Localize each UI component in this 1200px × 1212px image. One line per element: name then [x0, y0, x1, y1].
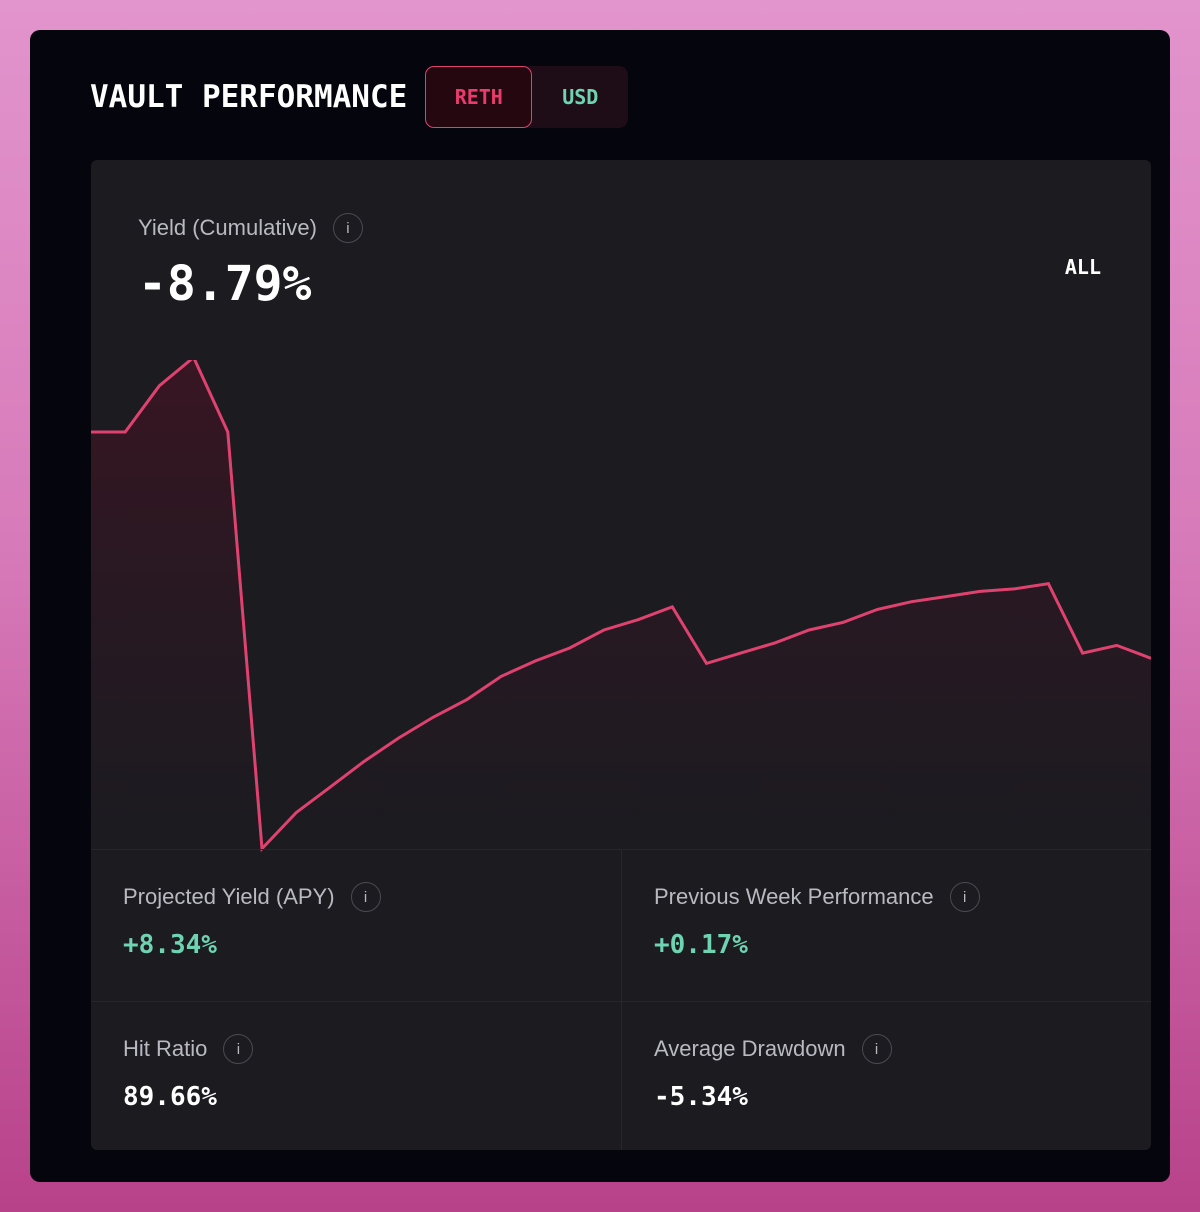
stats-grid: Projected Yield (APY) i +8.34% Previous …: [91, 849, 1151, 1150]
stat-label: Hit Ratio: [123, 1036, 208, 1061]
stat-previous-week-performance: Previous Week Performance i +0.17%: [622, 850, 1151, 1000]
stat-value: +8.34%: [123, 930, 217, 960]
stat-value: +0.17%: [654, 930, 748, 960]
stat-label: Previous Week Performance: [654, 884, 934, 909]
stat-average-drawdown: Average Drawdown i -5.34%: [622, 1002, 1151, 1150]
toggle-reth-button[interactable]: RETH: [425, 66, 533, 128]
toggle-usd-button[interactable]: USD: [562, 85, 599, 109]
yield-label-row: Yield (Cumulative) i: [138, 213, 363, 243]
header: VAULT PERFORMANCE RETH USD: [90, 66, 629, 128]
range-all-button[interactable]: ALL: [1064, 255, 1101, 279]
stat-value: 89.66%: [123, 1082, 217, 1112]
info-icon[interactable]: i: [223, 1034, 254, 1064]
info-icon[interactable]: i: [350, 882, 381, 912]
yield-chart: [91, 360, 1151, 880]
stat-label: Projected Yield (APY): [123, 884, 335, 909]
yield-label: Yield (Cumulative): [138, 215, 317, 240]
info-icon[interactable]: i: [949, 882, 980, 912]
yield-value: -8.79%: [138, 256, 312, 312]
chart-line: [91, 360, 1151, 853]
currency-toggle: RETH USD: [425, 66, 629, 128]
stats-divider-horizontal: [91, 1001, 1151, 1002]
stat-hit-ratio: Hit Ratio i 89.66%: [91, 1002, 621, 1150]
stat-value: -5.34%: [654, 1082, 748, 1112]
stats-divider-vertical: [621, 850, 622, 1150]
stat-projected-yield: Projected Yield (APY) i +8.34%: [91, 850, 621, 1000]
info-icon[interactable]: i: [861, 1034, 892, 1064]
stat-label: Average Drawdown: [654, 1036, 846, 1061]
chart-area: [91, 360, 1151, 880]
page-title: VAULT PERFORMANCE: [90, 79, 408, 115]
info-icon[interactable]: i: [332, 213, 363, 243]
performance-panel: Yield (Cumulative) i -8.79% ALL Proje: [91, 160, 1151, 1150]
vault-performance-window: VAULT PERFORMANCE RETH USD Yield (Cumula…: [30, 30, 1170, 1182]
